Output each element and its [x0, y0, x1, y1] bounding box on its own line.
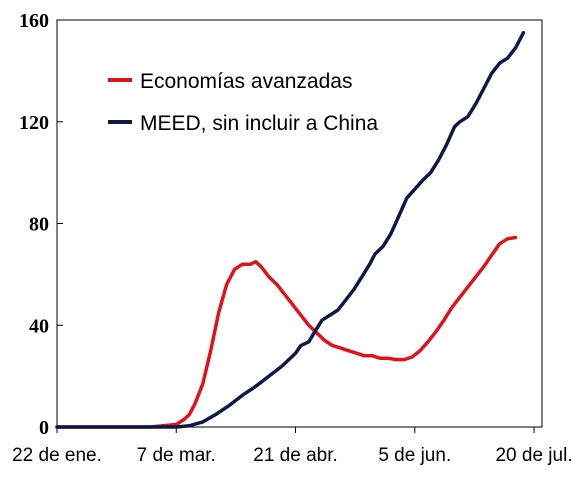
x-tick-label: 22 de ene. — [12, 445, 102, 466]
y-tick-label: 160 — [19, 10, 49, 32]
x-tick-label: 21 de abr. — [253, 445, 338, 466]
x-axis: 22 de ene. 7 de mar. 21 de abr. 5 de jun. 20… — [12, 427, 573, 466]
legend: Economías avanzadas MEED, sin incluir a C… — [108, 70, 378, 135]
legend-label: Economías avanzadas — [140, 70, 352, 93]
series-line-1 — [55, 235, 518, 429]
y-tick-label: 0 — [39, 417, 49, 439]
series-line-2 — [55, 30, 526, 429]
x-tick-label: 7 de mar. — [137, 445, 216, 466]
legend-label: MEED, sin incluir a China — [140, 112, 378, 135]
y-tick-label: 120 — [19, 112, 49, 134]
y-tick-label: 80 — [29, 214, 49, 236]
series-lines — [55, 30, 526, 429]
x-tick-label: 20 de jul. — [495, 445, 572, 466]
y-axis: 0 40 80 120 160 — [19, 10, 63, 439]
y-tick-label: 40 — [29, 315, 49, 337]
x-tick-label: 5 de jun. — [378, 445, 451, 466]
